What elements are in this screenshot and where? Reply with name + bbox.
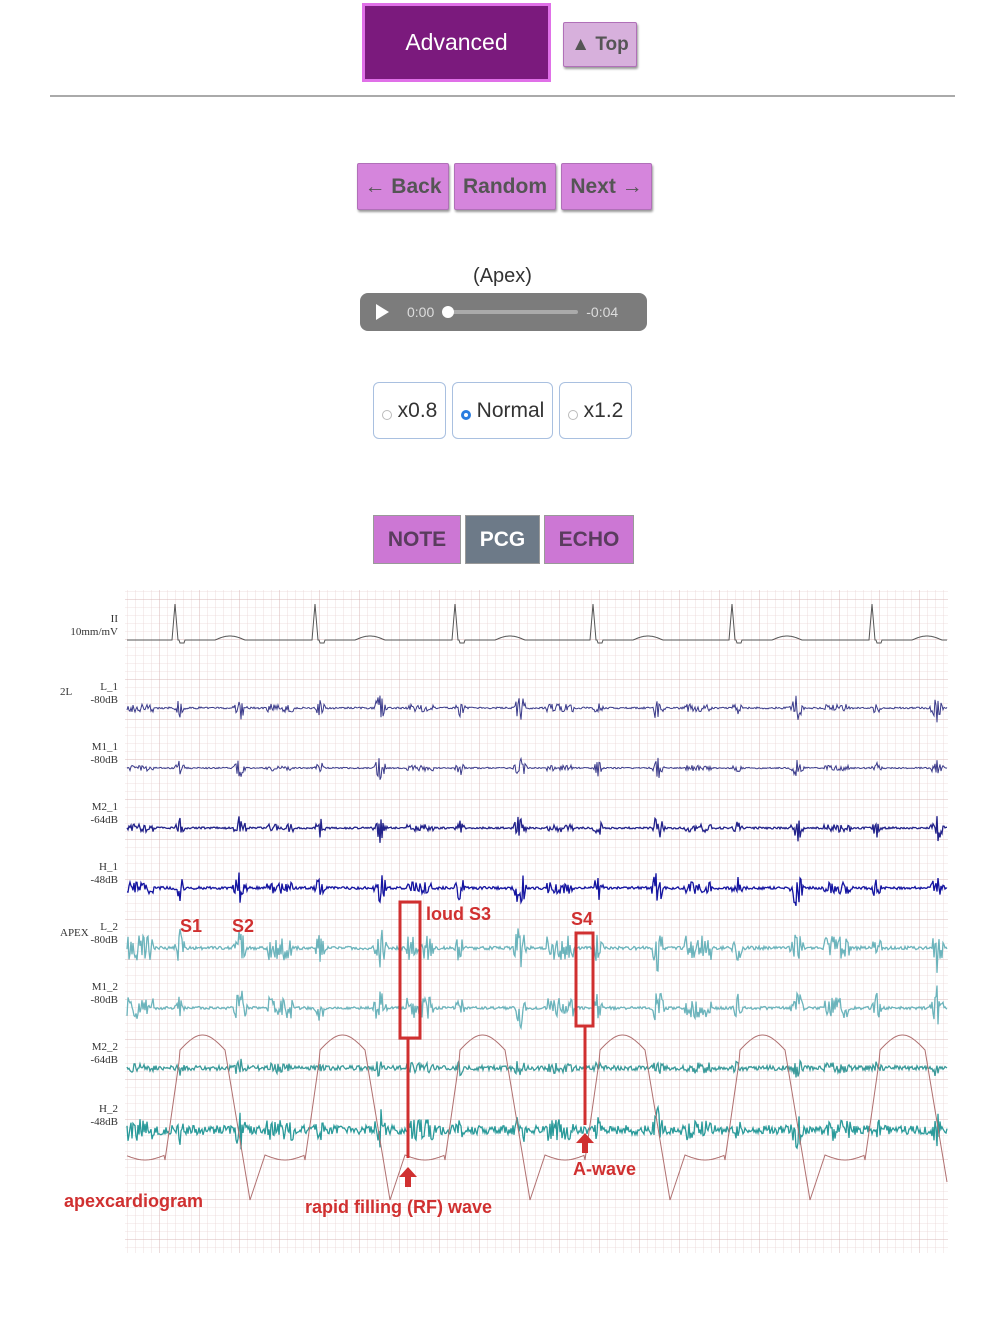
ecg-grid: [125, 590, 948, 1253]
rf-label: rapid filling (RF) wave: [305, 1197, 492, 1217]
group-label: 2L: [60, 686, 73, 698]
next-button[interactable]: Next →: [561, 163, 652, 210]
back-button[interactable]: ← Back: [357, 163, 449, 210]
a-wave-label: A-wave: [573, 1159, 636, 1179]
lead-gain: -48dB: [91, 874, 119, 886]
divider: [50, 95, 955, 97]
radio-dot[interactable]: [460, 409, 471, 420]
waveform: [126, 1058, 948, 1078]
apexcardiogram-curve: [126, 1034, 948, 1201]
waveform: [126, 985, 948, 1031]
lead-gain: -64dB: [91, 814, 119, 826]
tab[interactable]: PCG: [465, 515, 540, 564]
radio-dot[interactable]: [381, 409, 392, 420]
s1-label: S1: [180, 916, 202, 936]
lead-name: L_2: [100, 921, 118, 933]
radio-dot[interactable]: [567, 409, 578, 420]
lead-name: II: [111, 613, 119, 625]
audio-player: 0:00 -0:04: [360, 293, 647, 331]
speed-option[interactable]: x1.2: [559, 382, 632, 439]
s2-label: S2: [232, 916, 254, 936]
waveform: [126, 695, 948, 723]
seek-bar[interactable]: [442, 306, 579, 318]
waveform: [126, 928, 948, 973]
a-arrow: [576, 1133, 594, 1153]
rf-arrow: [399, 1167, 417, 1187]
lead-name: M2_1: [92, 801, 118, 813]
lead-name: L_1: [100, 681, 118, 693]
lead-gain: -80dB: [91, 754, 119, 766]
lead-gain: 10mm/mV: [70, 626, 118, 638]
current-time: 0:00: [407, 304, 435, 320]
lead-gain: -48dB: [91, 1116, 119, 1128]
s4-label: S4: [571, 909, 593, 929]
waveform: [126, 1104, 948, 1150]
tab[interactable]: NOTE: [373, 515, 461, 564]
lead-name: H_2: [99, 1103, 118, 1115]
waveform: [126, 872, 948, 906]
apex-label: apexcardiogram: [64, 1191, 203, 1211]
tab[interactable]: ECHO: [544, 515, 634, 564]
lead-gain: -80dB: [91, 694, 119, 706]
lead-name: M2_2: [92, 1041, 118, 1053]
play-button[interactable]: [376, 304, 389, 320]
waveform: [127, 603, 947, 644]
speed-option[interactable]: x0.8: [373, 382, 446, 439]
s3-label: loud S3: [426, 904, 491, 924]
annotation-shapes: [398, 900, 595, 1158]
lead-name: M1_1: [92, 741, 118, 753]
audio-label: (Apex): [473, 264, 532, 287]
group-label: APEX: [60, 927, 89, 939]
speed-option[interactable]: Normal: [452, 382, 553, 439]
speed-label: x0.8: [397, 398, 438, 422]
lead-name: M1_2: [92, 981, 118, 993]
waveform: [126, 816, 947, 843]
seek-thumb[interactable]: [442, 306, 455, 318]
speed-label: x1.2: [583, 398, 624, 422]
lead-gain: -80dB: [91, 994, 119, 1006]
lead-name: H_1: [99, 861, 118, 873]
lead-gain: -64dB: [91, 1054, 119, 1066]
remaining-time: -0:04: [586, 304, 619, 320]
waveform: [126, 756, 948, 780]
random-button[interactable]: Random: [454, 163, 556, 210]
top-button[interactable]: ▲ Top: [563, 22, 637, 67]
advanced-button[interactable]: Advanced: [362, 3, 551, 82]
speed-label: Normal: [476, 398, 545, 422]
lead-gain: -80dB: [91, 934, 119, 946]
